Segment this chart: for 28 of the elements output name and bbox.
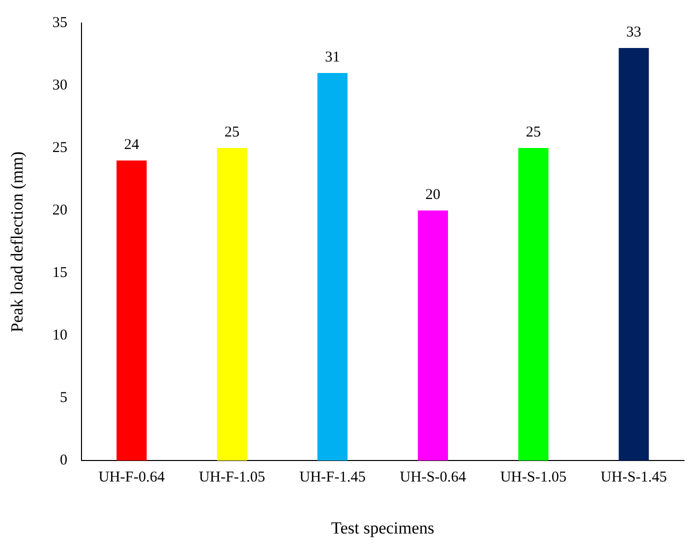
data-label: 25 [224, 124, 240, 140]
x-tick-label: UH-S-0.64 [400, 470, 467, 486]
x-tick-label: UH-F-1.05 [198, 470, 266, 486]
bar [618, 48, 649, 461]
y-tick-label: 10 [52, 328, 68, 344]
bar [317, 73, 348, 461]
data-label: 31 [324, 49, 340, 66]
bar [216, 148, 248, 461]
data-label: 25 [526, 124, 541, 140]
y-tick-label: 15 [52, 264, 68, 281]
x-tick-label: UH-S-1.45 [600, 470, 667, 486]
x-tick-label: UH-S-1.05 [500, 470, 566, 486]
bar [116, 160, 147, 461]
y-tick-label: 25 [52, 140, 68, 156]
data-label: 24 [124, 136, 140, 153]
x-axis-title: Test specimens [331, 518, 434, 538]
y-tick-label: 5 [60, 390, 68, 406]
bar [418, 210, 448, 461]
y-tick-label: 0 [60, 452, 68, 469]
y-axis-title: Peak load deflection (mm) [8, 151, 27, 332]
y-tick-label: 30 [52, 77, 68, 94]
data-label: 33 [626, 24, 642, 40]
x-tick-label: UH-F-1.45 [299, 470, 366, 486]
y-tick-label: 20 [52, 202, 68, 218]
x-tick-label: UH-F-0.64 [98, 470, 166, 486]
y-tick-label: 35 [52, 14, 68, 31]
bar [518, 148, 548, 461]
data-label: 20 [425, 186, 440, 203]
